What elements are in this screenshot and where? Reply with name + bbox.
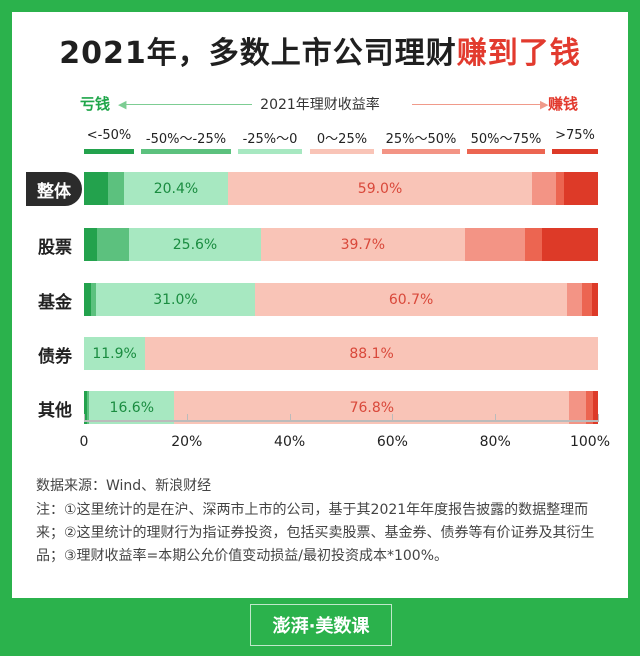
bar-segment [97,228,130,261]
bar-segment [87,391,90,424]
row-label: 债券 [38,346,72,367]
bar-segment [585,391,594,424]
bar-segment: 31.0% [95,283,256,316]
footnote: 注：①这里统计的是在沪、深两市上市的公司，基于其2021年年度报告披露的数据整理… [36,502,595,564]
legend-item: 25%～50% [382,128,460,154]
brand-text: 澎湃·美数课 [272,616,370,637]
earn-label: 赚钱 [548,95,579,113]
bar-segment [84,228,98,261]
data-label: 16.6% [109,399,155,416]
axis-title: 2021年理财收益率 [260,97,380,113]
stacked-bar: 31.0% 60.7% [84,283,598,316]
lose-label: 亏钱 [80,95,111,113]
data-label: 11.9% [92,345,137,362]
row-label: 股票 [38,237,72,258]
bar-segment [90,283,96,316]
bar-segment [84,172,108,205]
bar-segment [567,283,582,316]
data-label: 59.0% [357,180,403,197]
bar-segment [569,391,586,424]
legend-item: -50%～-25% [141,128,231,154]
x-tick [289,414,291,422]
bar-segment [542,228,598,261]
row-label: 基金 [38,292,72,313]
data-label: 25.6% [172,236,218,253]
arrow-right-line [412,104,544,105]
legend-item: <-50% [84,128,134,154]
legend-item: 50%～75% [467,128,545,154]
bar-segment: 11.9% [84,337,146,370]
stacked-bar: 16.6% 76.8% [84,391,598,424]
bar-segment: 25.6% [129,228,261,261]
legend-item: -25%～0 [238,128,302,154]
bar-segment [592,283,598,316]
bar-segment [582,283,593,316]
data-label: 31.0% [153,291,198,308]
bar-segment [107,172,124,205]
bar-segment [464,228,525,261]
data-label: 88.1% [349,345,394,362]
title-highlight: 赚到了钱 [456,36,581,71]
legend-swatch [382,149,460,154]
row-label: 其他 [38,400,72,421]
x-tick [495,414,497,422]
legend-swatch [238,149,302,154]
bar-segment: 59.0% [228,172,532,205]
brand-logo: 澎湃·美数课 [250,604,392,646]
x-tick [186,414,188,422]
legend-item: 0～25% [310,128,374,154]
x-tick-label: 20% [171,434,203,450]
stacked-bar: 20.4% 59.0% [84,172,598,205]
bar-segment: 20.4% [123,172,229,205]
legend-swatch [141,149,231,154]
data-label: 20.4% [153,180,199,197]
chart-title: 2021年，多数上市公司理财赚到了钱 [0,28,640,72]
bar-segment: 88.1% [145,337,598,370]
data-label: 39.7% [340,236,386,253]
x-tick [598,414,599,422]
stacked-bar: 11.9% 88.1% [84,337,598,370]
x-axis-line [84,420,598,422]
data-label: 60.7% [388,291,434,308]
bar-segment: 60.7% [255,283,568,316]
legend-swatch [310,149,374,154]
x-tick [392,414,394,422]
stacked-bar: 25.6% 39.7% [84,228,598,261]
title-prefix: 2021年，多数上市公司理财 [59,36,457,71]
x-tick-label: 0 [79,434,89,450]
bar-segment [555,172,565,205]
bar-segment [531,172,556,205]
x-tick-label: 100% [569,434,611,450]
legend-swatch [467,149,545,154]
bar-segment [84,391,88,424]
x-tick-label: 60% [376,434,408,450]
x-tick-label: 80% [479,434,511,450]
arrow-right-icon: ▶ [540,98,549,111]
arrow-left-line [122,104,252,105]
bar-segment [524,228,543,261]
legend-swatch [84,149,134,154]
bar-segment [564,172,598,205]
data-label: 76.8% [349,399,395,416]
bar-segment [593,391,598,424]
x-tick [84,414,85,422]
legend-item: >75% [552,128,598,154]
bar-segment: 39.7% [260,228,465,261]
legend-swatch [552,149,598,154]
data-source: 数据来源：Wind、新浪财经 [36,478,212,494]
bar-segment [84,283,91,316]
row-label: 整体 [26,172,82,206]
x-tick-label: 40% [274,434,306,450]
